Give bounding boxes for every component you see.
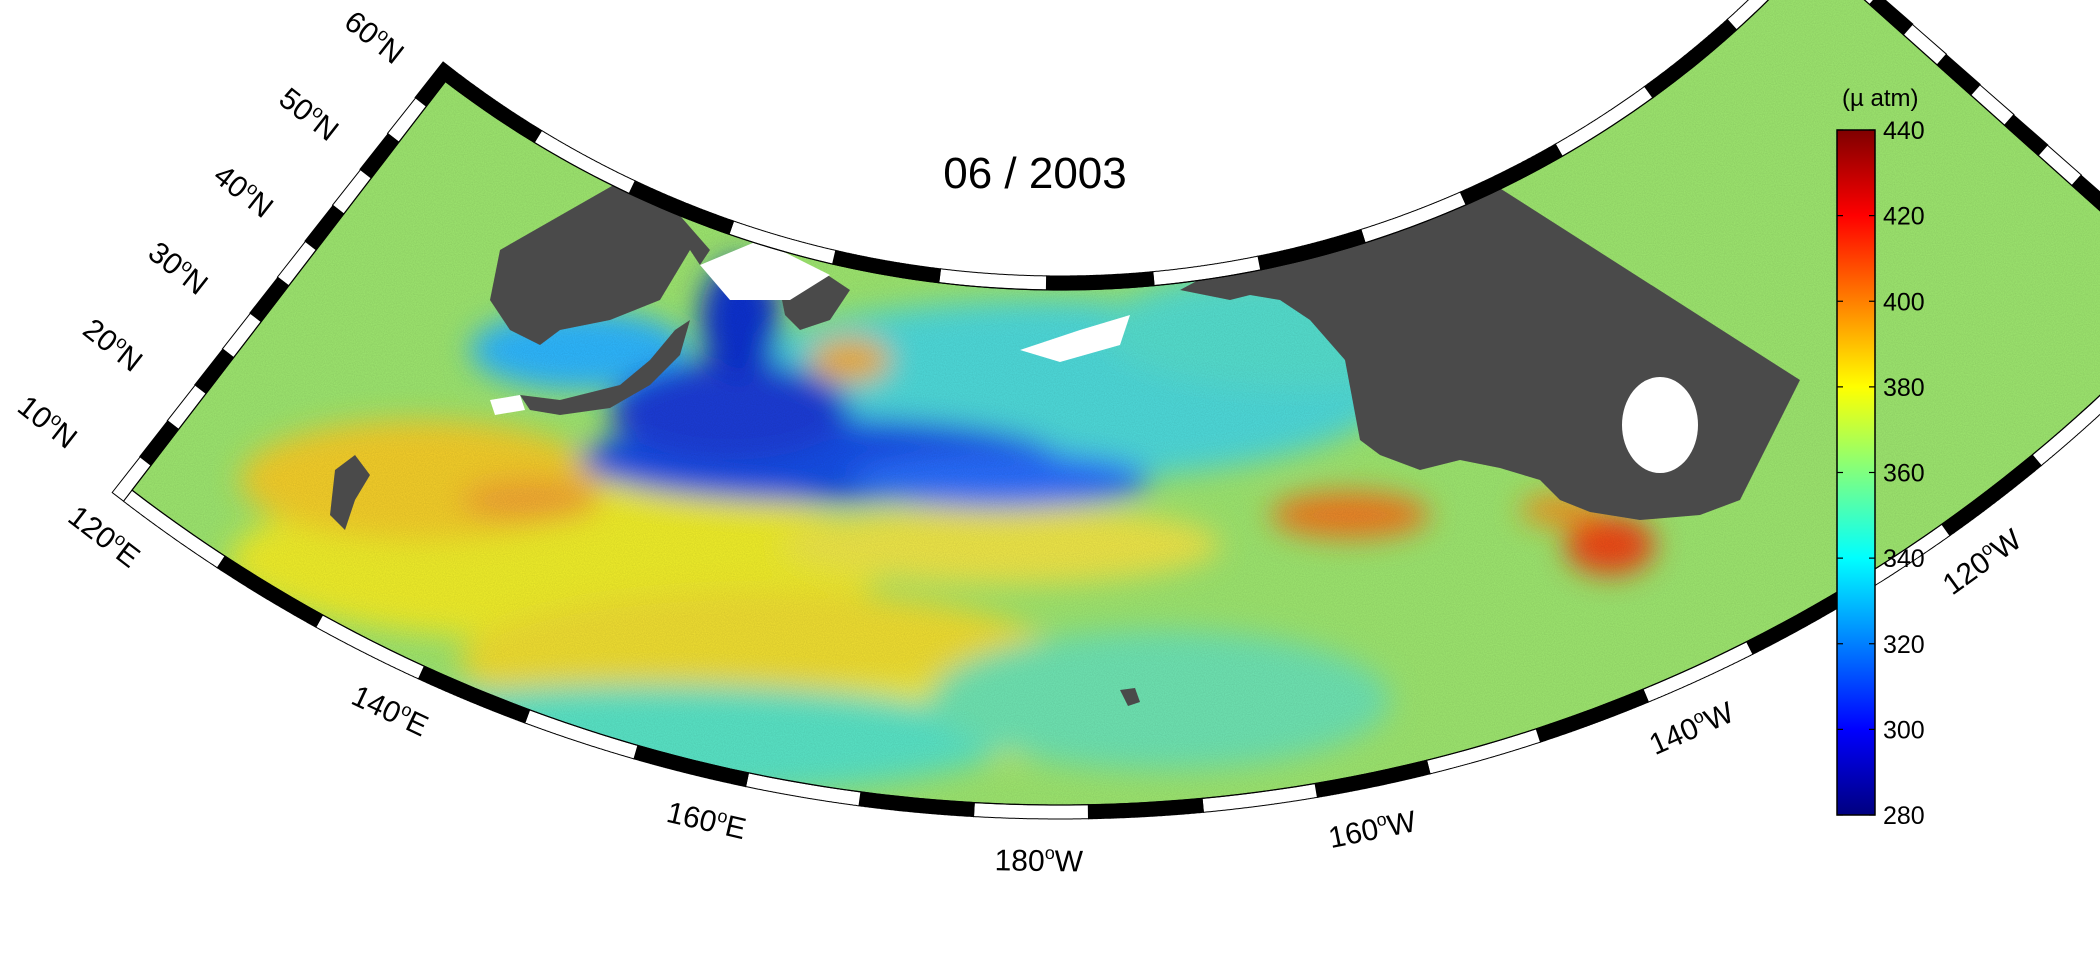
- colorbar-tick-label: 400: [1883, 288, 1925, 316]
- colorbar-unit: (µ atm): [1842, 85, 1919, 112]
- label-degrees: 120: [62, 500, 122, 557]
- colorbar-tick-label: 280: [1883, 802, 1925, 830]
- lon-label: 160oE: [663, 794, 749, 846]
- colorbar: (µ atm) 440 420 400 380 360 340 320 300 280: [1836, 85, 1925, 830]
- colorbar-tick-label: 360: [1883, 460, 1925, 488]
- lon-label: 140oE: [346, 678, 433, 744]
- colorbar-tick-label: 420: [1883, 203, 1925, 231]
- map-sector-outline: [131, 0, 2100, 806]
- degree-symbol: o: [1374, 809, 1388, 831]
- lon-label: 140oW: [1644, 694, 1740, 762]
- colorbar-tick-label: 300: [1883, 716, 1925, 744]
- label-hemisphere: W: [1385, 805, 1420, 843]
- label-degrees: 160: [1326, 813, 1382, 855]
- colorbar-tick-label: 380: [1883, 374, 1925, 402]
- lat-label: 20oN: [77, 311, 150, 379]
- lat-label: 60oN: [338, 3, 411, 71]
- label-degrees: 10: [11, 389, 58, 436]
- land-philippines: [330, 455, 370, 530]
- label-hemisphere: W: [1054, 845, 1083, 878]
- lat-label: 30oN: [142, 234, 215, 302]
- label-degrees: 140: [346, 679, 405, 730]
- label-hemisphere: W: [1985, 523, 2028, 567]
- lat-label: 10oN: [11, 388, 84, 456]
- lat-label: 50oN: [273, 80, 346, 148]
- map-frame: [111, 0, 2100, 820]
- lon-label: 160oW: [1325, 803, 1419, 855]
- degree-symbol: o: [1045, 843, 1055, 863]
- frame-segment-side: [1863, 0, 1875, 6]
- map-title: 06 / 2003: [943, 149, 1127, 198]
- label-degrees: 180: [994, 844, 1045, 878]
- lon-label: 180oW: [994, 842, 1084, 878]
- land-asia: [490, 170, 710, 345]
- label-degrees: 30: [142, 236, 189, 283]
- colorbar-tick-label: 440: [1883, 117, 1925, 145]
- colorbar-gradient: [1836, 129, 1876, 816]
- land-japan: [520, 320, 690, 415]
- label-degrees: 60: [338, 5, 385, 52]
- degree-symbol: o: [716, 805, 730, 827]
- land-hawaii: [1120, 688, 1140, 706]
- label-degrees: 160: [663, 796, 719, 839]
- label-degrees: 50: [273, 82, 320, 129]
- lat-label: 40oN: [207, 157, 280, 225]
- label-hemisphere: W: [1700, 696, 1740, 738]
- label-degrees: 20: [77, 313, 124, 360]
- label-degrees: 40: [207, 159, 254, 206]
- no-data-ice: [490, 240, 1698, 473]
- colorbar-ticks: 440 420 400 380 360 340 320 300 280: [1837, 117, 1925, 830]
- colorbar-tick-label: 340: [1883, 545, 1925, 573]
- colorbar-tick-label: 320: [1883, 631, 1925, 659]
